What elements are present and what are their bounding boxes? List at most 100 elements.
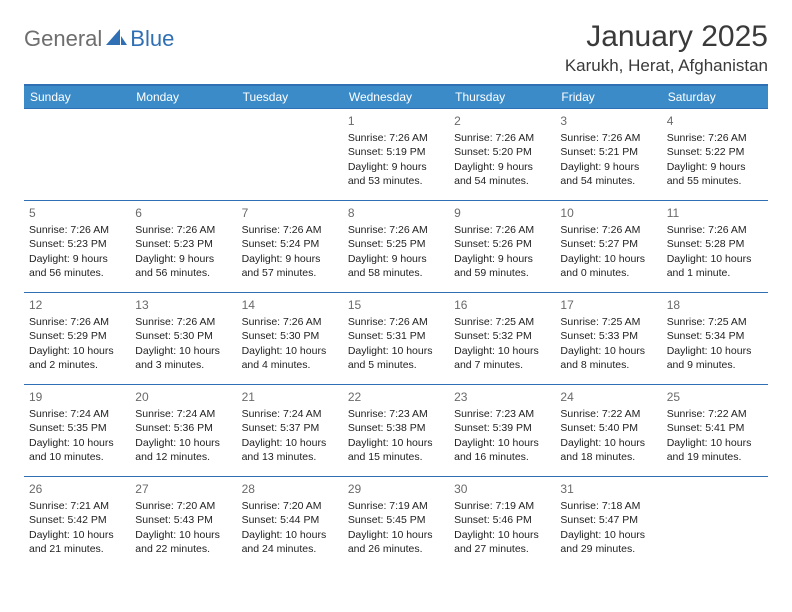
day-sunset: Sunset: 5:26 PM (454, 237, 550, 251)
day-number: 3 (560, 113, 656, 129)
day-sunrise: Sunrise: 7:26 AM (454, 131, 550, 145)
day-sunset: Sunset: 5:46 PM (454, 513, 550, 527)
day-number: 8 (348, 205, 444, 221)
header: General Blue January 2025 Karukh, Herat,… (24, 20, 768, 76)
day-number: 4 (667, 113, 763, 129)
day-sunrise: Sunrise: 7:26 AM (560, 223, 656, 237)
day-sunrise: Sunrise: 7:20 AM (135, 499, 231, 513)
day-number: 27 (135, 481, 231, 497)
day-daylight: Daylight: 9 hours and 54 minutes. (454, 160, 550, 188)
day-daylight: Daylight: 10 hours and 4 minutes. (242, 344, 338, 372)
day-sunset: Sunset: 5:20 PM (454, 145, 550, 159)
calendar-day-cell: 2 Sunrise: 7:26 AMSunset: 5:20 PMDaylight… (449, 109, 555, 201)
day-number: 13 (135, 297, 231, 313)
day-number: 12 (29, 297, 125, 313)
day-sunrise: Sunrise: 7:26 AM (242, 315, 338, 329)
day-sunset: Sunset: 5:29 PM (29, 329, 125, 343)
calendar-week-row: 26Sunrise: 7:21 AMSunset: 5:42 PMDayligh… (24, 477, 768, 569)
day-number: 10 (560, 205, 656, 221)
calendar-day-cell: 21Sunrise: 7:24 AMSunset: 5:37 PMDayligh… (237, 385, 343, 477)
day-sunrise: Sunrise: 7:25 AM (454, 315, 550, 329)
calendar-day-cell: 23Sunrise: 7:23 AMSunset: 5:39 PMDayligh… (449, 385, 555, 477)
calendar-day-cell: 11Sunrise: 7:26 AMSunset: 5:28 PMDayligh… (662, 201, 768, 293)
calendar-day-cell: 17Sunrise: 7:25 AMSunset: 5:33 PMDayligh… (555, 293, 661, 385)
day-number: 9 (454, 205, 550, 221)
calendar-day-cell: 12Sunrise: 7:26 AMSunset: 5:29 PMDayligh… (24, 293, 130, 385)
calendar-day-cell: 31Sunrise: 7:18 AMSunset: 5:47 PMDayligh… (555, 477, 661, 569)
day-number: 2 (454, 113, 550, 129)
day-number: 24 (560, 389, 656, 405)
day-sunrise: Sunrise: 7:21 AM (29, 499, 125, 513)
brand-sail-icon (106, 27, 128, 52)
day-daylight: Daylight: 9 hours and 58 minutes. (348, 252, 444, 280)
day-sunrise: Sunrise: 7:22 AM (667, 407, 763, 421)
day-sunset: Sunset: 5:38 PM (348, 421, 444, 435)
day-sunrise: Sunrise: 7:26 AM (667, 131, 763, 145)
location-text: Karukh, Herat, Afghanistan (565, 56, 768, 76)
day-sunset: Sunset: 5:25 PM (348, 237, 444, 251)
brand-logo: General Blue (24, 26, 174, 52)
day-sunrise: Sunrise: 7:19 AM (348, 499, 444, 513)
day-sunrise: Sunrise: 7:18 AM (560, 499, 656, 513)
day-sunrise: Sunrise: 7:26 AM (29, 315, 125, 329)
day-sunset: Sunset: 5:30 PM (135, 329, 231, 343)
day-daylight: Daylight: 10 hours and 26 minutes. (348, 528, 444, 556)
day-daylight: Daylight: 9 hours and 59 minutes. (454, 252, 550, 280)
calendar-day-cell: 16Sunrise: 7:25 AMSunset: 5:32 PMDayligh… (449, 293, 555, 385)
day-daylight: Daylight: 10 hours and 15 minutes. (348, 436, 444, 464)
day-number: 21 (242, 389, 338, 405)
calendar-day-cell: 20Sunrise: 7:24 AMSunset: 5:36 PMDayligh… (130, 385, 236, 477)
calendar-day-cell: 28Sunrise: 7:20 AMSunset: 5:44 PMDayligh… (237, 477, 343, 569)
day-sunrise: Sunrise: 7:19 AM (454, 499, 550, 513)
day-daylight: Daylight: 9 hours and 54 minutes. (560, 160, 656, 188)
day-sunset: Sunset: 5:42 PM (29, 513, 125, 527)
calendar-table: Sunday Monday Tuesday Wednesday Thursday… (24, 84, 768, 569)
day-sunrise: Sunrise: 7:24 AM (29, 407, 125, 421)
brand-text-blue: Blue (130, 26, 174, 52)
calendar-week-row: 1Sunrise: 7:26 AMSunset: 5:19 PMDaylight… (24, 109, 768, 201)
day-daylight: Daylight: 9 hours and 55 minutes. (667, 160, 763, 188)
day-sunrise: Sunrise: 7:26 AM (454, 223, 550, 237)
day-daylight: Daylight: 10 hours and 3 minutes. (135, 344, 231, 372)
calendar-day-cell: 8 Sunrise: 7:26 AMSunset: 5:25 PMDaylight… (343, 201, 449, 293)
day-daylight: Daylight: 10 hours and 10 minutes. (29, 436, 125, 464)
day-sunset: Sunset: 5:43 PM (135, 513, 231, 527)
day-sunrise: Sunrise: 7:25 AM (667, 315, 763, 329)
title-block: January 2025 Karukh, Herat, Afghanistan (565, 20, 768, 76)
month-title: January 2025 (565, 20, 768, 54)
day-sunset: Sunset: 5:45 PM (348, 513, 444, 527)
day-sunset: Sunset: 5:36 PM (135, 421, 231, 435)
day-number: 20 (135, 389, 231, 405)
day-number: 23 (454, 389, 550, 405)
day-daylight: Daylight: 10 hours and 22 minutes. (135, 528, 231, 556)
day-sunrise: Sunrise: 7:23 AM (454, 407, 550, 421)
weekday-header-row: Sunday Monday Tuesday Wednesday Thursday… (24, 85, 768, 109)
calendar-day-cell: 4 Sunrise: 7:26 AMSunset: 5:22 PMDaylight… (662, 109, 768, 201)
weekday-monday: Monday (130, 85, 236, 109)
day-sunrise: Sunrise: 7:26 AM (560, 131, 656, 145)
day-sunset: Sunset: 5:19 PM (348, 145, 444, 159)
calendar-day-cell (662, 477, 768, 569)
calendar-day-cell: 3Sunrise: 7:26 AMSunset: 5:21 PMDaylight… (555, 109, 661, 201)
day-daylight: Daylight: 10 hours and 0 minutes. (560, 252, 656, 280)
weekday-friday: Friday (555, 85, 661, 109)
day-sunrise: Sunrise: 7:26 AM (348, 315, 444, 329)
day-sunset: Sunset: 5:23 PM (29, 237, 125, 251)
calendar-day-cell: 1Sunrise: 7:26 AMSunset: 5:19 PMDaylight… (343, 109, 449, 201)
calendar-day-cell: 10Sunrise: 7:26 AMSunset: 5:27 PMDayligh… (555, 201, 661, 293)
day-sunset: Sunset: 5:22 PM (667, 145, 763, 159)
day-daylight: Daylight: 10 hours and 27 minutes. (454, 528, 550, 556)
day-number: 5 (29, 205, 125, 221)
day-daylight: Daylight: 9 hours and 56 minutes. (135, 252, 231, 280)
calendar-day-cell: 7Sunrise: 7:26 AMSunset: 5:24 PMDaylight… (237, 201, 343, 293)
day-daylight: Daylight: 9 hours and 53 minutes. (348, 160, 444, 188)
day-sunrise: Sunrise: 7:26 AM (348, 223, 444, 237)
day-sunset: Sunset: 5:33 PM (560, 329, 656, 343)
weekday-wednesday: Wednesday (343, 85, 449, 109)
day-daylight: Daylight: 10 hours and 21 minutes. (29, 528, 125, 556)
calendar-day-cell: 15Sunrise: 7:26 AMSunset: 5:31 PMDayligh… (343, 293, 449, 385)
day-daylight: Daylight: 10 hours and 5 minutes. (348, 344, 444, 372)
day-number: 15 (348, 297, 444, 313)
day-sunset: Sunset: 5:39 PM (454, 421, 550, 435)
weekday-tuesday: Tuesday (237, 85, 343, 109)
